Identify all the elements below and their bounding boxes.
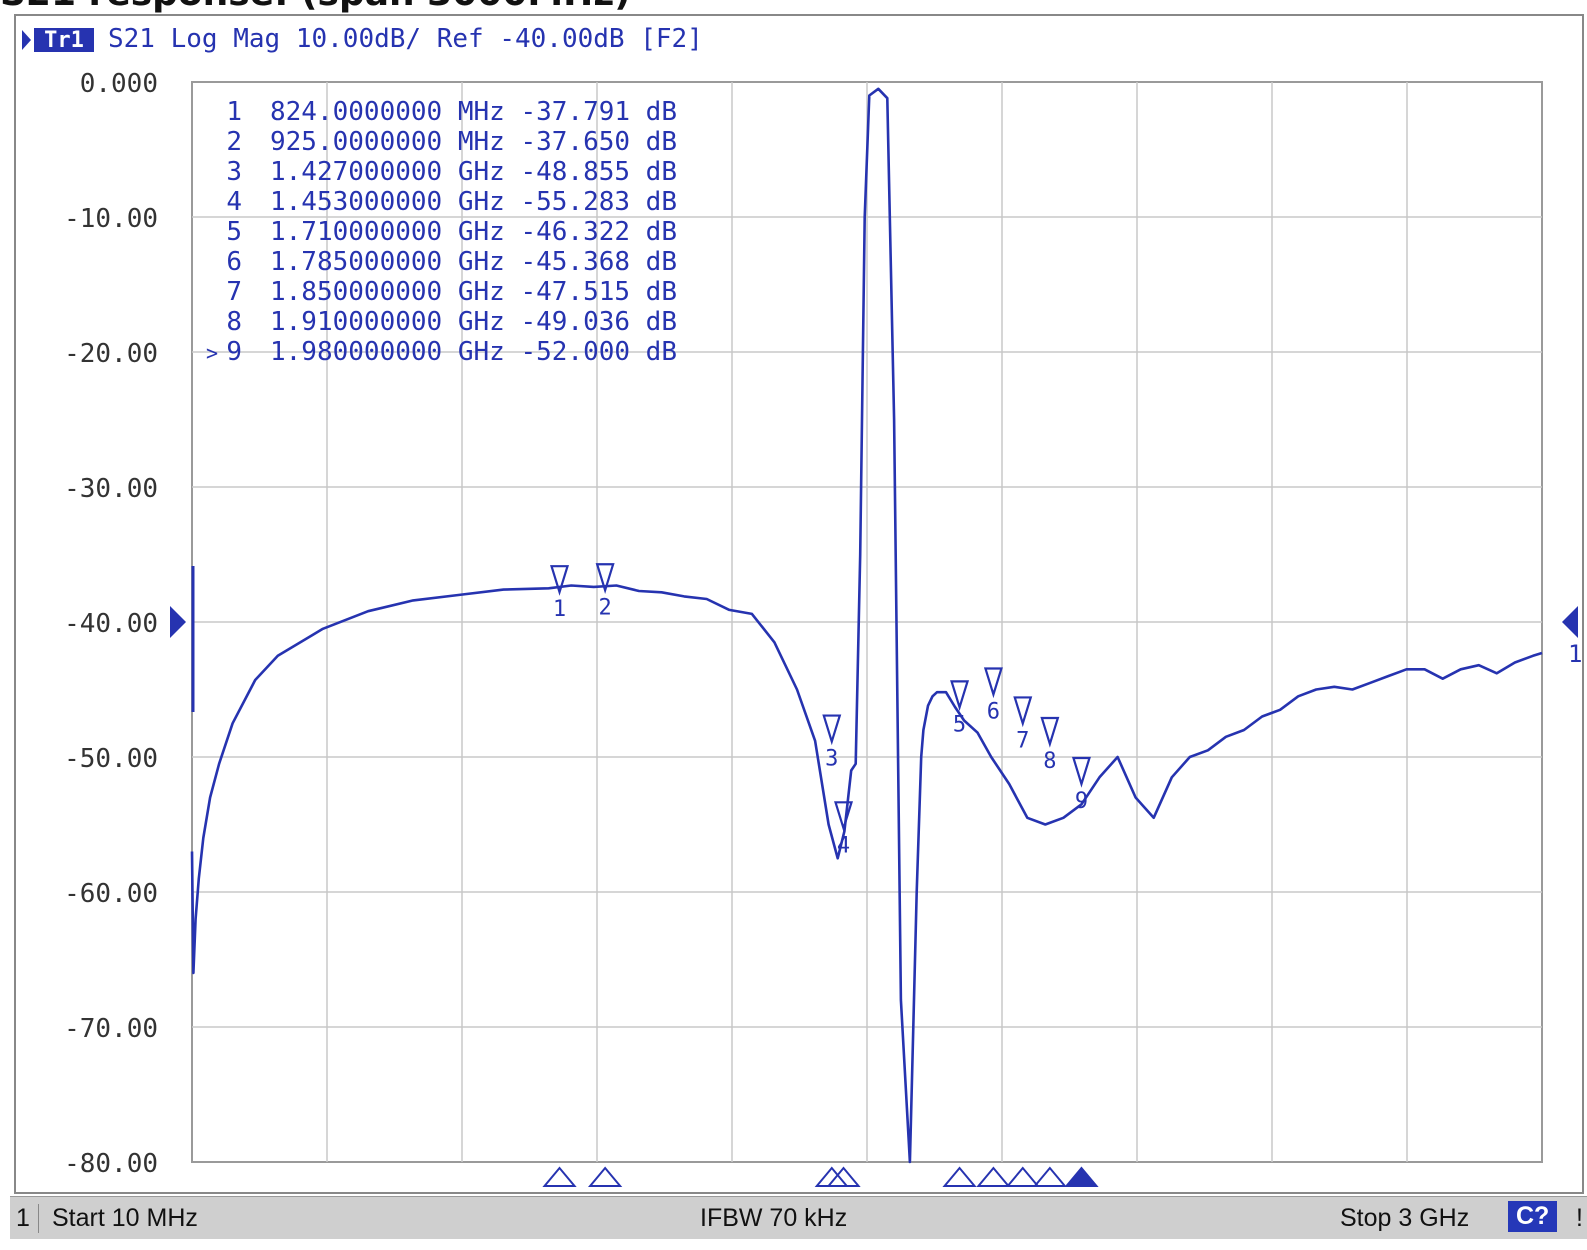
- trace-settings[interactable]: S21 Log Mag 10.00dB/ Ref -40.00dB [F2]: [108, 24, 703, 54]
- marker-position-triangle: [1032, 1166, 1067, 1187]
- marker-position-triangle: [942, 1166, 977, 1187]
- trace-layer: [190, 87, 1543, 1164]
- marker-number: 1: [553, 597, 566, 622]
- y-tick-label: 0.000: [80, 69, 158, 99]
- marker-table-index: 8: [226, 307, 242, 337]
- marker-table-readout: 1.785000000 GHz -45.368 dB: [270, 247, 677, 277]
- analyzer-display: 0.000 -10.00 -20.00 -30.00 -40.00 -50.00 -60.0…: [14, 14, 1584, 1194]
- figure-title: S21 response: (span 3000MHz): [0, 0, 1587, 14]
- y-tick-label: -80.00: [64, 1149, 158, 1179]
- reference-level-left-arrow-icon: [170, 606, 186, 638]
- marker-triangle: [595, 563, 615, 595]
- marker-table-readout: 925.0000000 MHz -37.650 dB: [270, 127, 677, 157]
- marker-triangle: [834, 801, 854, 833]
- channel-number[interactable]: 1: [16, 1204, 39, 1233]
- if-bandwidth[interactable]: IFBW 70 kHz: [700, 1204, 848, 1232]
- y-tick-label: -60.00: [64, 879, 158, 909]
- warning-indicator: !: [1576, 1204, 1583, 1232]
- marker-triangle: [1040, 716, 1060, 748]
- y-tick-labels: 0.000 -10.00 -20.00 -30.00 -40.00 -50.00 -60.0…: [64, 69, 158, 1179]
- marker-position-strip: [542, 1166, 1099, 1187]
- active-marker-pointer-icon: >: [206, 341, 218, 365]
- reference-indicators: 1: [170, 566, 1582, 712]
- marker-table-readout: 1.850000000 GHz -47.515 dB: [270, 277, 677, 307]
- y-tick-label: -70.00: [64, 1014, 158, 1044]
- marker-table-readout: 1.910000000 GHz -49.036 dB: [270, 307, 677, 337]
- status-bar: 1 Start 10 MHz IFBW 70 kHz Stop 3 GHz C?…: [10, 1196, 1587, 1239]
- y-tick-label: -40.00: [64, 609, 158, 639]
- grid: [191, 81, 1543, 1163]
- marker-table-readout: 1.980000000 GHz -52.000 dB: [270, 337, 677, 367]
- trace-tag[interactable]: Tr1: [44, 28, 84, 53]
- calibration-status-badge[interactable]: C?: [1508, 1201, 1558, 1232]
- trace-header: Tr1 S21 Log Mag 10.00dB/ Ref -40.00dB [F…: [22, 24, 703, 54]
- marker-position-triangle: [976, 1166, 1011, 1187]
- marker-triangle: [550, 565, 570, 596]
- y-tick-label: -30.00: [64, 474, 158, 504]
- marker-table-readout: 1.710000000 GHz -46.322 dB: [270, 217, 677, 247]
- marker-triangle: [1071, 756, 1091, 788]
- marker-table-index: 3: [226, 157, 242, 187]
- stop-frequency[interactable]: Stop 3 GHz: [1340, 1204, 1470, 1232]
- marker-table-index: 5: [226, 217, 242, 247]
- marker-number: 5: [953, 712, 966, 737]
- reference-right-label: 1: [1568, 640, 1582, 668]
- marker-number: 4: [837, 833, 850, 858]
- marker-table: 1 824.0000000 MHz -37.791 dB 2 925.0000000 …: [206, 97, 677, 367]
- marker-triangle: [950, 680, 970, 712]
- marker-position-triangle: [1005, 1166, 1040, 1187]
- start-frequency[interactable]: Start 10 MHz: [52, 1204, 198, 1232]
- marker-triangle: [822, 714, 842, 746]
- marker-number: 8: [1043, 749, 1056, 774]
- active-trace-arrow-icon: [22, 30, 31, 50]
- marker-number: 2: [599, 595, 612, 620]
- marker-triangle: [1013, 696, 1033, 728]
- s21-chart: 0.000 -10.00 -20.00 -30.00 -40.00 -50.00 -60.0…: [22, 24, 1582, 1187]
- marker-triangle: [983, 667, 1003, 699]
- y-tick-label: -20.00: [64, 339, 158, 369]
- marker-position-triangle: [1064, 1166, 1099, 1187]
- marker-table-index: 4: [226, 187, 242, 217]
- marker-position-triangle: [542, 1166, 577, 1187]
- marker-position-triangle: [826, 1166, 861, 1187]
- marker-position-triangle: [587, 1166, 623, 1187]
- marker-table-index: 2: [226, 127, 242, 157]
- marker-table-index: 9: [226, 337, 242, 367]
- trace-tag-box[interactable]: [34, 28, 94, 52]
- reference-level-right-arrow-icon: [1562, 606, 1578, 638]
- marker-number: 7: [1016, 728, 1029, 753]
- marker-table-index: 6: [226, 247, 242, 277]
- marker-number: 3: [825, 747, 838, 772]
- y-tick-label: -50.00: [64, 744, 158, 774]
- marker-table-readout: 1.453000000 GHz -55.283 dB: [270, 187, 677, 217]
- marker-table-readout: 1.427000000 GHz -48.855 dB: [270, 157, 677, 187]
- marker-number: 6: [987, 699, 1000, 724]
- marker-table-index: 7: [226, 277, 242, 307]
- y-tick-label: -10.00: [64, 204, 158, 234]
- marker-table-readout: 824.0000000 MHz -37.791 dB: [270, 97, 677, 127]
- marker-number: 9: [1075, 789, 1088, 814]
- marker-table-index: 1: [226, 97, 242, 127]
- trace-line: [190, 87, 1543, 1164]
